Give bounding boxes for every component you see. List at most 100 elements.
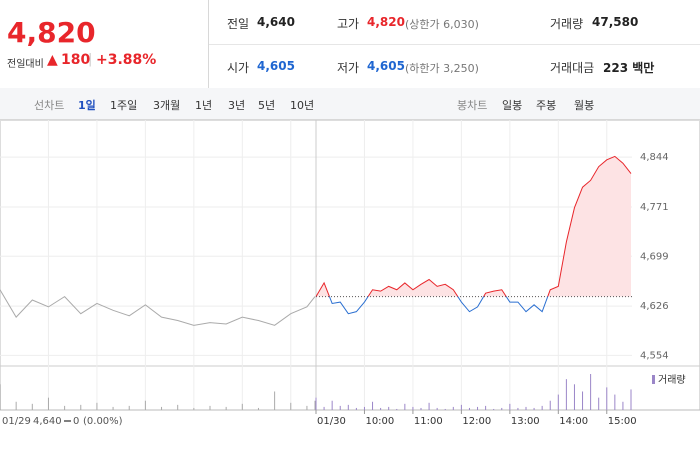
volume-bar [573,384,575,410]
volume-bar [460,404,462,410]
price-line [0,289,316,326]
volume-bar [549,400,551,410]
volume-bar [565,379,567,410]
volume-bar [177,404,179,410]
volume-bar [444,408,446,410]
volume-bar [468,407,470,410]
volume-bar [436,407,438,410]
y-tick-label: 4,844 [640,152,669,163]
volume-bar [257,407,259,410]
tab-bar [0,88,700,120]
change-label: 전일대비 [7,59,44,70]
volume-bar [209,405,211,410]
summary-value: 4,640 [257,15,295,29]
summary-label: 전일 [227,17,250,31]
summary-value: 4,605 [367,59,405,73]
volume-bar [590,374,592,410]
volume-bar [347,404,349,410]
x-tick-label: 14:00 [559,416,588,427]
footnote-pct: (0.00%) [83,416,123,427]
summary-note: (하한가 3,250) [405,62,479,75]
volume-bar [161,406,163,410]
volume-bar [485,405,487,410]
tab[interactable]: 1년 [195,99,213,112]
volume-bar [606,387,608,410]
tab-group-label: 선차트 [34,99,65,112]
volume-bar [525,406,527,410]
volume-bar [363,406,365,410]
legend-swatch [652,375,655,384]
tab[interactable]: 3개월 [153,99,181,112]
y-tick-label: 4,554 [640,350,669,361]
volume-bar [380,407,382,410]
price: 4,820 [7,16,96,49]
volume-bar [128,405,130,410]
volume-bar [15,401,17,410]
volume-bar [331,400,333,410]
volume-bar [339,405,341,410]
volume-bar [355,407,357,410]
volume-bar [477,406,479,410]
volume-bar [314,400,316,410]
change-pct: +3.88% [96,52,157,68]
volume-bar [404,403,406,410]
tab[interactable]: 3년 [228,99,246,112]
tab[interactable]: 일봉 [502,99,523,112]
volume-bar [420,407,422,410]
tab[interactable]: 1주일 [110,99,138,112]
volume-bar [47,397,49,410]
volume-bar [96,402,98,410]
chart: 4,844 4,771 4,699 4,626 4,554 01/30 10:00 11:00… [0,120,700,427]
summary-label: 고가 [337,17,360,31]
volume-bar [80,404,82,410]
volume-bar [193,407,195,410]
volume-bar [306,405,308,410]
volume-bar [582,391,584,410]
footnote-date: 01/29 [2,416,31,427]
volume-bar [630,389,632,410]
tab-group-label: 봉차트 [457,99,488,112]
x-tick-label: 15:00 [608,416,637,427]
volume-bar [614,394,616,410]
footnote-change: 0 [73,416,79,427]
volume-bar [225,406,227,410]
x-tick-label: 01/30 [317,416,346,427]
y-tick-label: 4,626 [640,301,669,312]
volume-bar [315,397,317,410]
tab[interactable]: 1일 [78,99,96,112]
price-line [315,155,632,315]
summary-label: 거래량 [550,17,584,31]
separator: | [88,52,93,67]
tab[interactable]: 5년 [258,99,276,112]
volume-bar [598,397,600,410]
x-tick-label: 10:00 [365,416,394,427]
y-tick-label: 4,771 [640,202,669,213]
x-tick-label: 11:00 [414,416,443,427]
tab[interactable]: 주봉 [536,99,557,112]
legend-label: 거래량 [658,374,686,386]
tab[interactable]: 10년 [290,99,315,112]
footnote-price: 4,640 [33,416,62,427]
y-tick-label: 4,699 [640,251,669,262]
volume-bar [541,405,543,410]
change: 180 [61,52,91,68]
volume-bar [274,391,276,410]
volume-bar [372,401,374,410]
summary-value: 47,580 [592,15,639,29]
volume-bar [517,407,519,410]
x-tick-label: 13:00 [511,416,540,427]
summary-label: 저가 [337,61,360,75]
volume-bar [241,403,243,410]
divider [209,44,700,45]
volume-bar [396,408,398,410]
volume-bar [557,394,559,410]
volume-bar [533,407,535,410]
volume-bar [452,406,454,410]
volume-bar [323,406,325,410]
summary-value: 223 백만 [603,61,655,75]
volume-bar [428,402,430,410]
up-area [316,156,631,297]
tab[interactable]: 월봉 [574,99,595,112]
volume-bar [388,406,390,410]
